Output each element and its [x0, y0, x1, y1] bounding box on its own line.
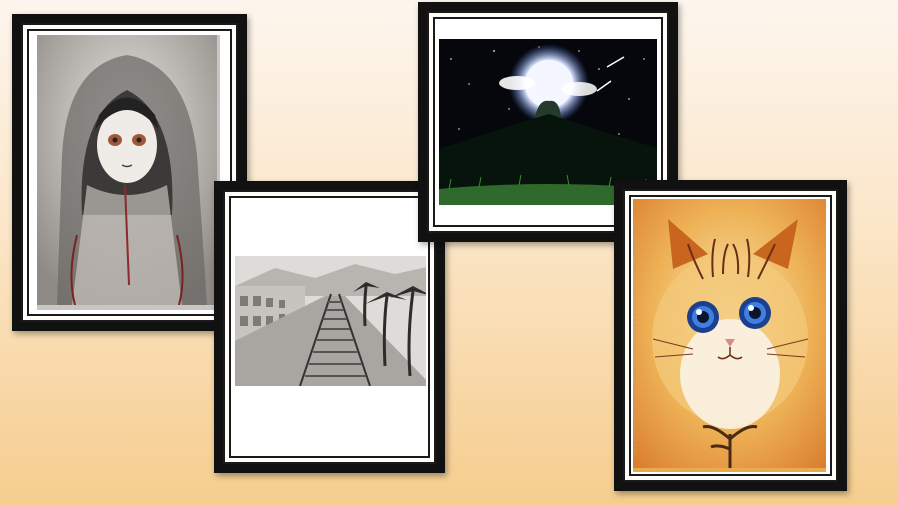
- hooded-girl-sketch-icon: [37, 35, 220, 310]
- moonlit-night-painting-icon: [439, 39, 657, 205]
- frame-moonlit-night[interactable]: [418, 2, 678, 242]
- frame-fluffy-cat[interactable]: [614, 180, 847, 491]
- frame-railway-track[interactable]: [214, 181, 445, 473]
- fluffy-cat-painting-icon: [633, 199, 826, 472]
- railway-track-sketch-icon: [235, 256, 426, 386]
- frame-hooded-girl[interactable]: [12, 14, 247, 331]
